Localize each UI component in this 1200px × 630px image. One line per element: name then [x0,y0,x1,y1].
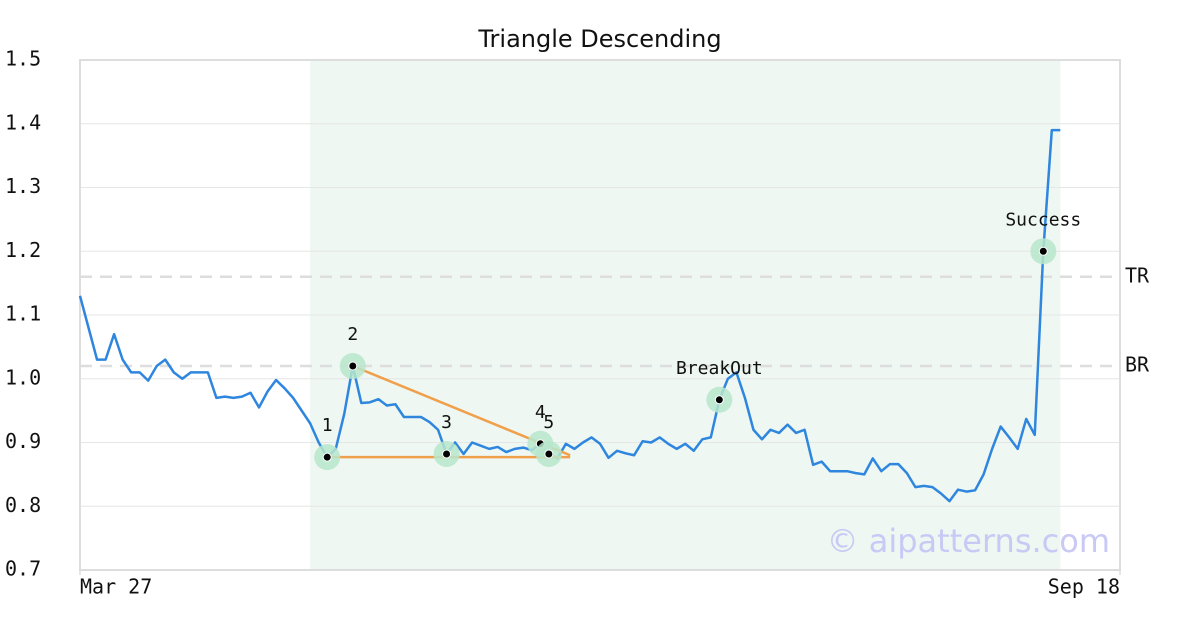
watermark: © aipatterns.com [827,522,1110,560]
y-tick-label: 0.7 [5,557,41,581]
plot-frame [79,59,1121,571]
y-tick-label: 0.8 [5,493,41,517]
annotation-label: 5 [543,412,554,433]
annotation-point [544,449,554,459]
chart-title: Triangle Descending [477,25,721,53]
annotation-point [322,452,332,462]
annotation-point [714,395,724,405]
annotation-label: 2 [347,324,358,345]
annotation-label: 1 [322,415,333,436]
series-line [78,128,1061,503]
reference-label: TR [1125,263,1150,287]
annotation-label: 4 [535,402,546,423]
annotation-label: 3 [441,412,452,433]
annotation-point [1038,246,1048,256]
annotation-label: BreakOut [676,358,763,379]
y-tick-label: 1.4 [5,110,41,134]
y-tick-label: 1.3 [5,174,41,198]
y-tick-label: 1.2 [5,238,41,262]
y-tick-label: 1.0 [5,365,41,389]
x-tick-label: Mar 27 [80,575,152,599]
y-tick-label: 1.5 [5,47,41,71]
reference-label: BR [1125,353,1150,377]
x-tick-label: Sep 18 [1048,575,1120,599]
annotation-point [348,361,358,371]
annotation-point [442,449,452,459]
annotation-label: Success [1005,209,1081,230]
y-tick-label: 0.9 [5,429,41,453]
y-tick-label: 1.1 [5,302,41,326]
